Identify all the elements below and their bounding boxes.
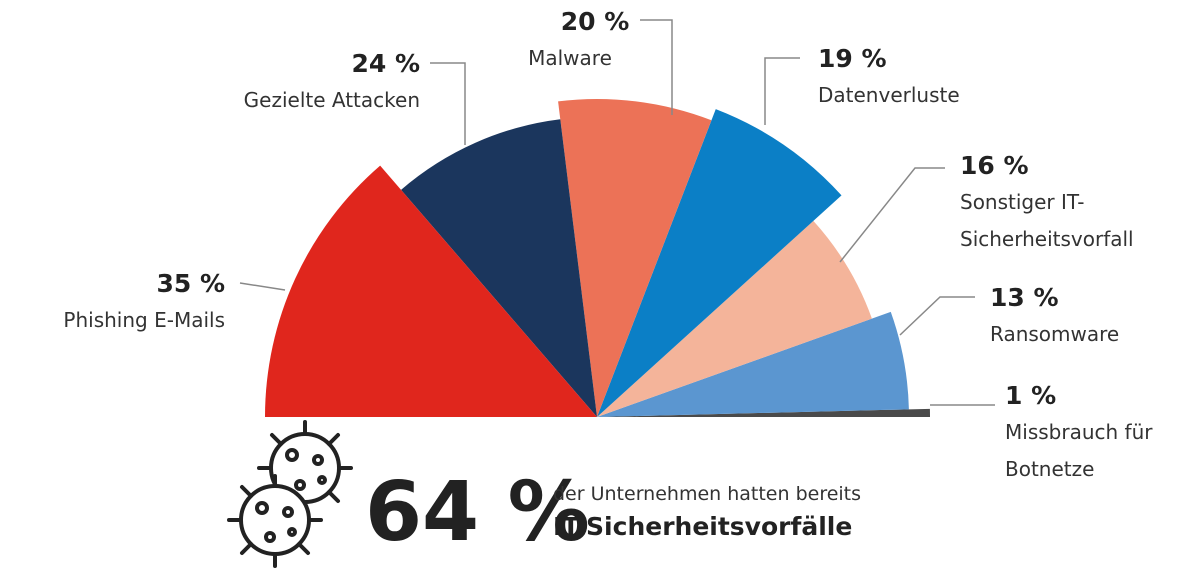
- category-label: Sonstiger IT-Sicherheitsvorfall: [960, 190, 1134, 251]
- value-label: 35 %: [156, 269, 225, 298]
- sector: [401, 119, 597, 418]
- sector: [597, 311, 909, 417]
- value-label: 1 %: [1005, 381, 1057, 410]
- sector-label: 19 % Datenverluste: [818, 40, 1018, 114]
- sector-label: 24 % Gezielte Attacken: [160, 45, 420, 119]
- sector: [597, 109, 842, 418]
- sector: [558, 99, 712, 417]
- category-label: Ransomware: [990, 322, 1120, 346]
- value-label: 24 %: [351, 49, 420, 78]
- leader-lines: [239, 19, 995, 406]
- value-label: 13 %: [990, 283, 1059, 312]
- virus-icon: [227, 420, 353, 568]
- value-label: 16 %: [960, 151, 1029, 180]
- headline-text: der Unternehmen hatten bereits: [553, 483, 861, 505]
- headline-value: 64 %: [365, 465, 590, 560]
- sector-label: 16 % Sonstiger IT-Sicherheitsvorfall: [960, 147, 1190, 258]
- category-label: Gezielte Attacken: [243, 88, 420, 112]
- sector-label: 20 % Malware: [470, 3, 670, 77]
- value-label: 19 %: [818, 44, 887, 73]
- sector: [597, 220, 872, 417]
- category-label: Phishing E-Mails: [63, 308, 225, 332]
- headline-strong: IT-Sicherheitsvorfälle: [553, 512, 852, 541]
- sector-label: 35 % Phishing E-Mails: [5, 265, 225, 339]
- category-label: Missbrauch für Botnetze: [1005, 420, 1153, 481]
- sector: [265, 165, 597, 417]
- sector: [597, 408, 930, 417]
- category-label: Datenverluste: [818, 83, 960, 107]
- value-label: 20 %: [560, 7, 630, 36]
- sector-label: 1 % Missbrauch für Botnetze: [1005, 377, 1195, 488]
- category-label: Malware: [528, 46, 612, 70]
- sector-label: 13 % Ransomware: [990, 279, 1190, 353]
